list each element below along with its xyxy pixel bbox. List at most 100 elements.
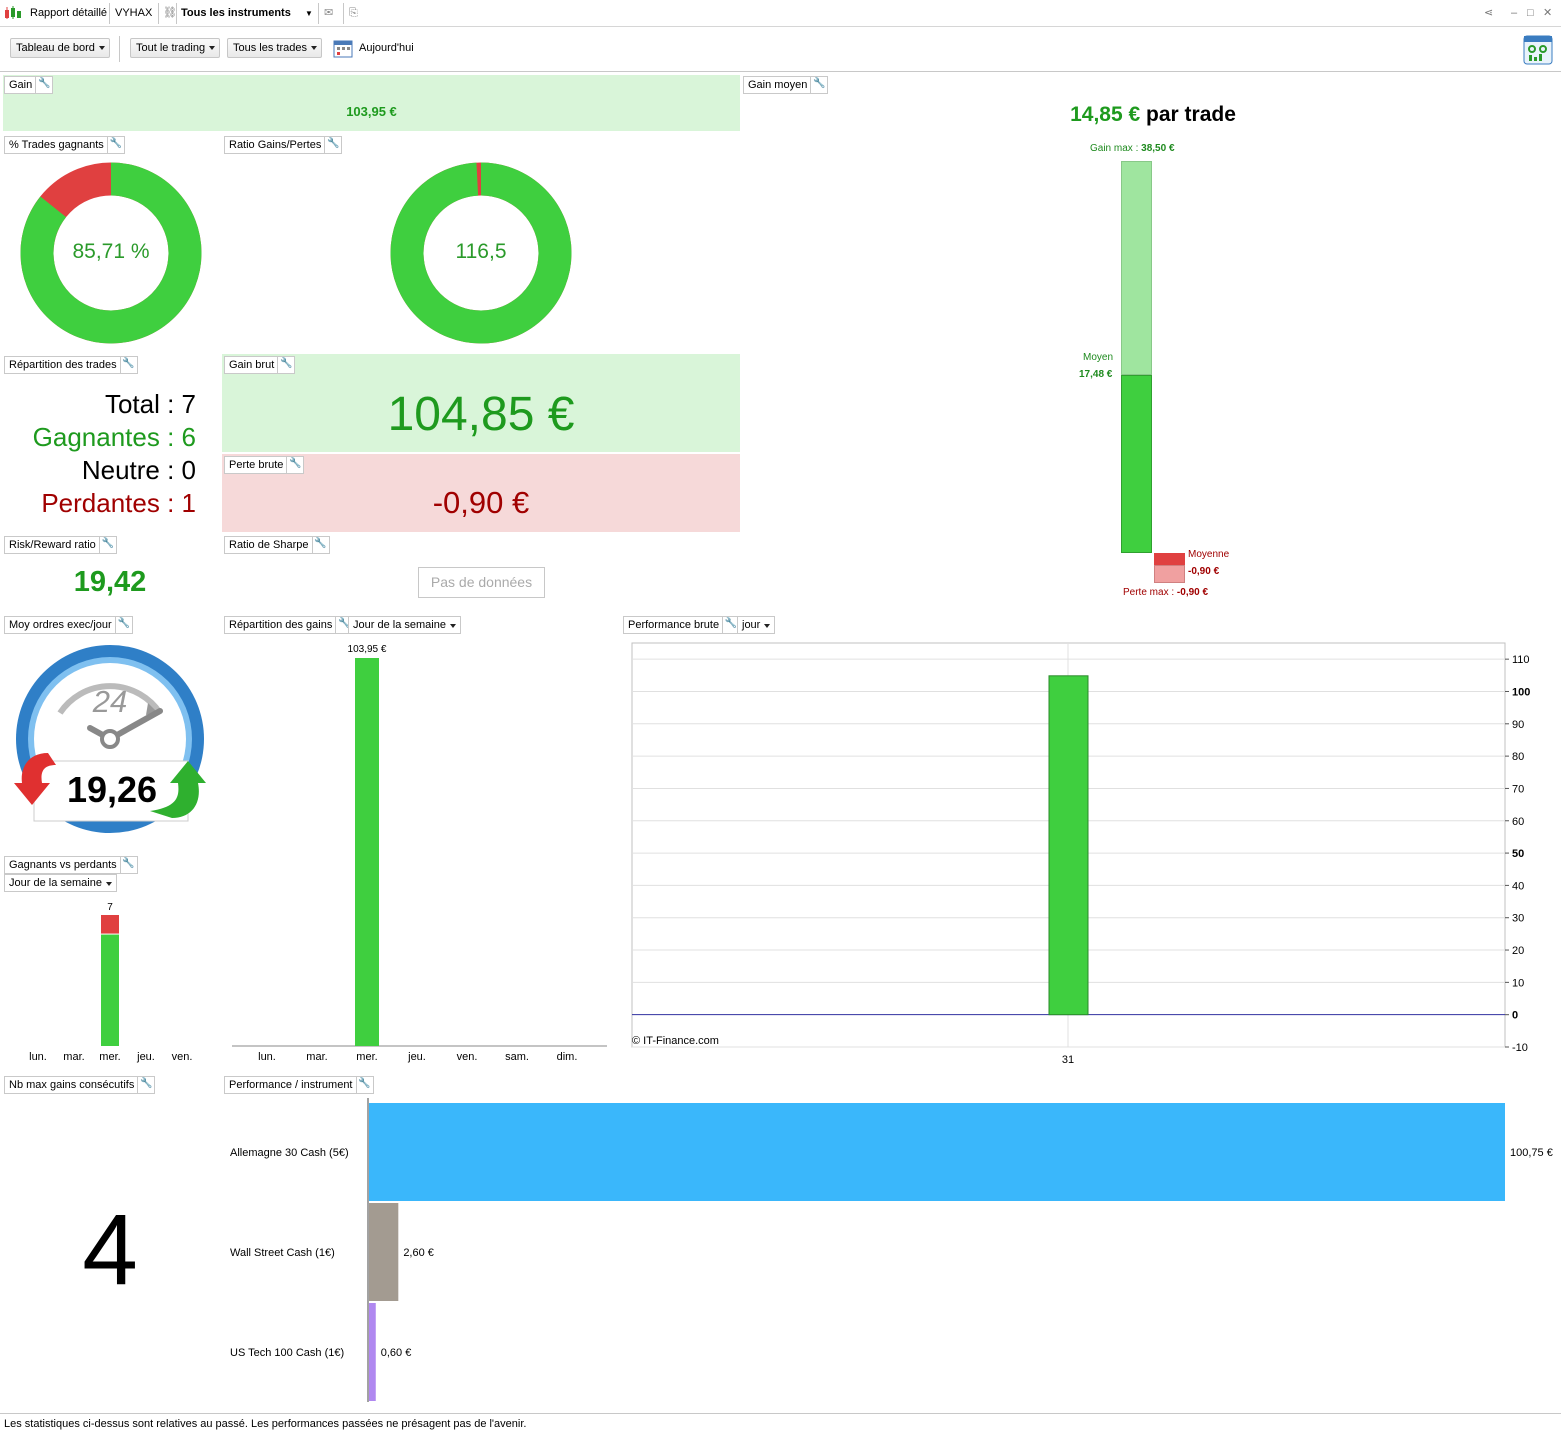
tick-label: 90 <box>1512 719 1524 731</box>
nb-max-header[interactable]: Nb max gains consécutifs 🔧 <box>4 1076 156 1094</box>
wrench-icon[interactable]: 🔧 <box>286 456 303 474</box>
wrench-icon[interactable]: 🔧 <box>137 1076 154 1094</box>
gain-max-bar <box>1121 161 1152 376</box>
repartition-list: Total : 7 Gagnantes : 6 Neutre : 0 Perda… <box>4 388 196 520</box>
report-title: Rapport détaillé <box>30 7 108 19</box>
pct-trades-header[interactable]: % Trades gagnants 🔧 <box>4 136 125 154</box>
calendar-icon[interactable] <box>333 38 353 61</box>
close-icon[interactable]: ✕ <box>1543 7 1553 19</box>
perf-instr-header[interactable]: Performance / instrument 🔧 <box>224 1076 374 1094</box>
tick-label: 60 <box>1512 816 1524 828</box>
trading-dropdown[interactable]: Tout le trading <box>130 38 221 58</box>
loss-bar <box>101 915 119 934</box>
tick-label: mar. <box>63 1051 84 1063</box>
sharpe-header[interactable]: Ratio de Sharpe 🔧 <box>224 536 330 554</box>
perf-brute-selector[interactable]: jour <box>737 616 776 634</box>
moy-ordres-header[interactable]: Moy ordres exec/jour 🔧 <box>4 616 133 634</box>
gvp-header[interactable]: Gagnants vs perdants 🔧 <box>4 856 138 874</box>
tick-label: 20 <box>1512 945 1524 957</box>
data-label: 2,60 € <box>403 1247 434 1259</box>
wrench-icon[interactable]: 🔧 <box>324 136 341 154</box>
gvp-selector[interactable]: Jour de la semaine <box>4 874 117 892</box>
trades-dropdown[interactable]: Tous les trades <box>227 38 322 58</box>
wrench-icon[interactable]: 🔧 <box>810 76 827 94</box>
instrument-selector[interactable]: Tous les instruments <box>181 7 291 19</box>
tick-label: 70 <box>1512 783 1524 795</box>
dashboard-dropdown[interactable]: Tableau de bord <box>10 38 110 58</box>
link-icon[interactable]: ⛓ <box>163 7 177 19</box>
wrench-icon[interactable]: 🔧 <box>106 136 124 154</box>
tick-label: 80 <box>1512 751 1524 763</box>
neutral-trades: Neutre : 0 <box>81 455 196 485</box>
copyright: © IT-Finance.com <box>632 1035 719 1047</box>
minimize-icon[interactable]: – <box>1511 7 1518 19</box>
gain-brut-header[interactable]: Gain brut 🔧 <box>224 356 296 374</box>
account-id[interactable]: VYHAX <box>115 7 153 19</box>
tick-label: jeu. <box>407 1051 426 1063</box>
gain-panel: Gain 🔧 103,95 € <box>3 75 740 131</box>
maximize-icon[interactable]: □ <box>1527 7 1534 19</box>
pct-trades-donut <box>20 162 202 344</box>
risk-reward-header[interactable]: Risk/Reward ratio 🔧 <box>4 536 117 554</box>
ratio-gp-header[interactable]: Ratio Gains/Pertes 🔧 <box>224 136 343 154</box>
tick-label: 50 <box>1512 848 1524 860</box>
wrench-icon[interactable]: 🔧 <box>277 356 294 374</box>
gain-moyen-value: 14,85 € <box>1070 103 1141 126</box>
tick-label: 0 <box>1512 1010 1518 1022</box>
copy-icon[interactable]: ⎘ <box>349 7 358 19</box>
ratio-gp-donut <box>390 162 572 344</box>
gain-value: 103,95 € <box>346 104 397 119</box>
perf-instr-chart: Allemagne 30 Cash (5€) 100,75 € Wall Stree… <box>230 1098 1553 1402</box>
share-icon[interactable]: ⋖ <box>1484 7 1494 19</box>
data-label: 0,60 € <box>381 1347 412 1359</box>
pct-trades-value: 85,71 % <box>72 240 150 263</box>
rep-gains-selector[interactable]: Jour de la semaine <box>348 616 461 634</box>
toolbar: Tableau de bord Tout le trading Tous les… <box>0 28 1561 72</box>
loss-max-bar <box>1154 565 1185 583</box>
moyen-value: 17,48 € <box>1079 369 1113 380</box>
wrench-icon[interactable]: 🔧 <box>335 616 352 634</box>
ratio-gp-value: 116,5 <box>455 240 507 263</box>
wrench-icon[interactable]: 🔧 <box>119 356 137 374</box>
total-trades: Total : 7 <box>104 389 196 419</box>
rep-gains-header[interactable]: Répartition des gains 🔧 <box>224 616 354 634</box>
gain-header[interactable]: Gain 🔧 <box>4 76 54 94</box>
wrench-icon[interactable]: 🔧 <box>722 616 739 634</box>
rep-gains-chart: lun. mar. 103,95 € mer. jeu. ven. sam. dim. <box>232 644 607 1063</box>
perte-brute-value: -0,90 € <box>432 485 530 520</box>
wrench-icon[interactable]: 🔧 <box>98 536 116 554</box>
disclaimer: Les statistiques ci-dessus sont relative… <box>0 1413 1561 1433</box>
tick-label: 31 <box>1062 1054 1074 1066</box>
wrench-icon[interactable]: 🔧 <box>35 76 52 94</box>
wrench-icon[interactable]: 🔧 <box>114 616 132 634</box>
losing-trades: Perdantes : 1 <box>41 488 196 518</box>
tick-label: ven. <box>457 1051 478 1063</box>
wrench-icon[interactable]: 🔧 <box>355 1076 373 1094</box>
email-icon[interactable]: ✉ <box>324 7 334 19</box>
data-label: 100,75 € <box>1510 1147 1553 1159</box>
instrument-bar <box>369 1103 1505 1201</box>
tick-label: jeu. <box>136 1051 155 1063</box>
moy-ordres-value: 19,26 <box>66 769 158 810</box>
perte-max-label: Perte max : -0,90 € <box>1123 587 1209 598</box>
tick-label: mar. <box>306 1051 327 1063</box>
gain-brut-panel: Gain brut 🔧 104,85 € <box>222 354 740 452</box>
wrench-icon[interactable]: 🔧 <box>311 536 329 554</box>
instrument-label: US Tech 100 Cash (1€) <box>230 1347 344 1359</box>
perte-brute-header[interactable]: Perte brute 🔧 <box>224 456 305 474</box>
gain-moyen-suffix: par trade <box>1146 103 1236 126</box>
wrench-icon[interactable]: 🔧 <box>119 856 137 874</box>
chevron-down-icon[interactable]: ▼ <box>305 9 313 18</box>
moyen-label: Moyen <box>1083 352 1114 363</box>
perf-brute-header[interactable]: Performance brute 🔧 <box>623 616 741 634</box>
instrument-label: Allemagne 30 Cash (5€) <box>230 1147 349 1159</box>
data-label: 7 <box>107 902 113 913</box>
tick-label: -10 <box>1512 1042 1528 1054</box>
instrument-bar <box>369 1303 376 1401</box>
moyenne-value: -0,90 € <box>1188 566 1220 577</box>
gain-moyen-header[interactable]: Gain moyen 🔧 <box>743 76 829 94</box>
dashboard-settings-icon[interactable] <box>1522 34 1554 69</box>
title-bar: Rapport détaillé VYHAX ⛓ Tous les instru… <box>0 0 1561 27</box>
repartition-header[interactable]: Répartition des trades 🔧 <box>4 356 138 374</box>
date-selector[interactable]: Aujourd'hui <box>359 42 414 54</box>
